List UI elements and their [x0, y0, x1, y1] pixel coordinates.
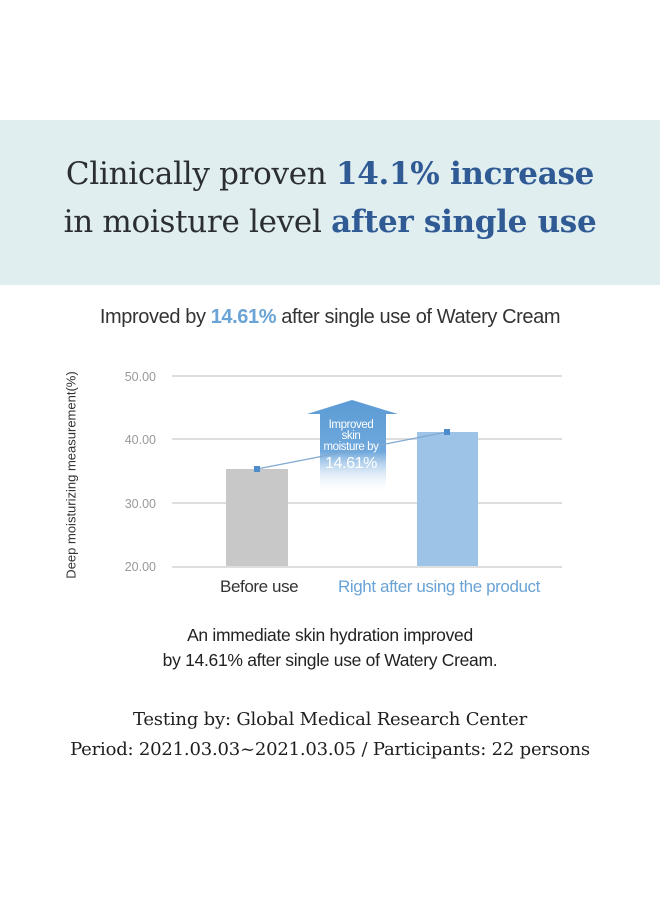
headline-line-1: Clinically proven 14.1% increase	[0, 156, 660, 192]
gridline	[172, 502, 562, 504]
chart-title-highlight: 14.61%	[210, 306, 277, 328]
headline-banner: Clinically proven 14.1% increase in mois…	[0, 120, 660, 285]
headline-highlight: after single use	[331, 204, 597, 240]
callout-value: 14.61%	[325, 455, 377, 472]
callout-line: Improved	[328, 419, 374, 431]
y-axis-label: Deep moisturizing measurement(%)	[63, 371, 79, 579]
chart-title: Improved by 14.61% after single use of W…	[0, 306, 660, 329]
gridline	[172, 375, 562, 377]
headline-line-2: in moisture level after single use	[0, 204, 660, 240]
y-tick: 50.00	[124, 370, 156, 384]
callout-text: Improved skin moisture by 14.61%	[310, 419, 392, 474]
period-participants-text: Period: 2021.03.03~2021.03.05 / Particip…	[70, 739, 590, 760]
bar-after-use	[417, 432, 478, 566]
chart-title-text: after single use of Watery Cream	[276, 306, 561, 328]
testing-by-text: Testing by: Global Medical Research Cent…	[132, 709, 528, 730]
y-tick: 20.00	[124, 560, 156, 574]
gridline	[172, 566, 562, 568]
bar-before-use	[226, 469, 288, 566]
y-tick: 40.00	[124, 433, 156, 447]
chart-title-text: Improved by	[99, 306, 211, 328]
x-label-after-use: Right after using the product	[338, 577, 540, 596]
headline-text: Clinically proven	[65, 156, 336, 192]
caption-line-2: by 14.61% after single use of Watery Cre…	[162, 650, 498, 670]
x-label-before-use: Before use	[220, 577, 299, 596]
callout-line: skin	[341, 430, 361, 442]
headline-highlight: 14.1% increase	[336, 156, 595, 192]
y-tick: 30.00	[124, 497, 156, 511]
callout-line: moisture by	[323, 441, 379, 453]
headline-text: in moisture level	[63, 204, 332, 240]
caption-line-1: An immediate skin hydration improved	[187, 625, 473, 645]
